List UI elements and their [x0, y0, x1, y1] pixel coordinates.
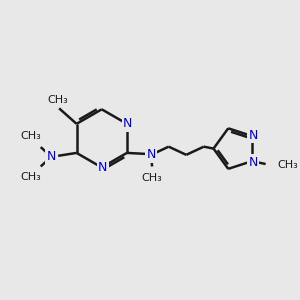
Text: N: N [248, 129, 258, 142]
Text: N: N [47, 150, 56, 163]
Text: CH₃: CH₃ [21, 131, 41, 141]
Text: CH₃: CH₃ [48, 94, 68, 105]
Text: N: N [248, 156, 258, 169]
Text: CH₃: CH₃ [21, 172, 41, 182]
Text: CH₃: CH₃ [277, 160, 298, 170]
Text: CH₃: CH₃ [142, 173, 163, 183]
Text: N: N [123, 117, 133, 130]
Text: N: N [98, 161, 107, 174]
Text: N: N [146, 148, 156, 161]
